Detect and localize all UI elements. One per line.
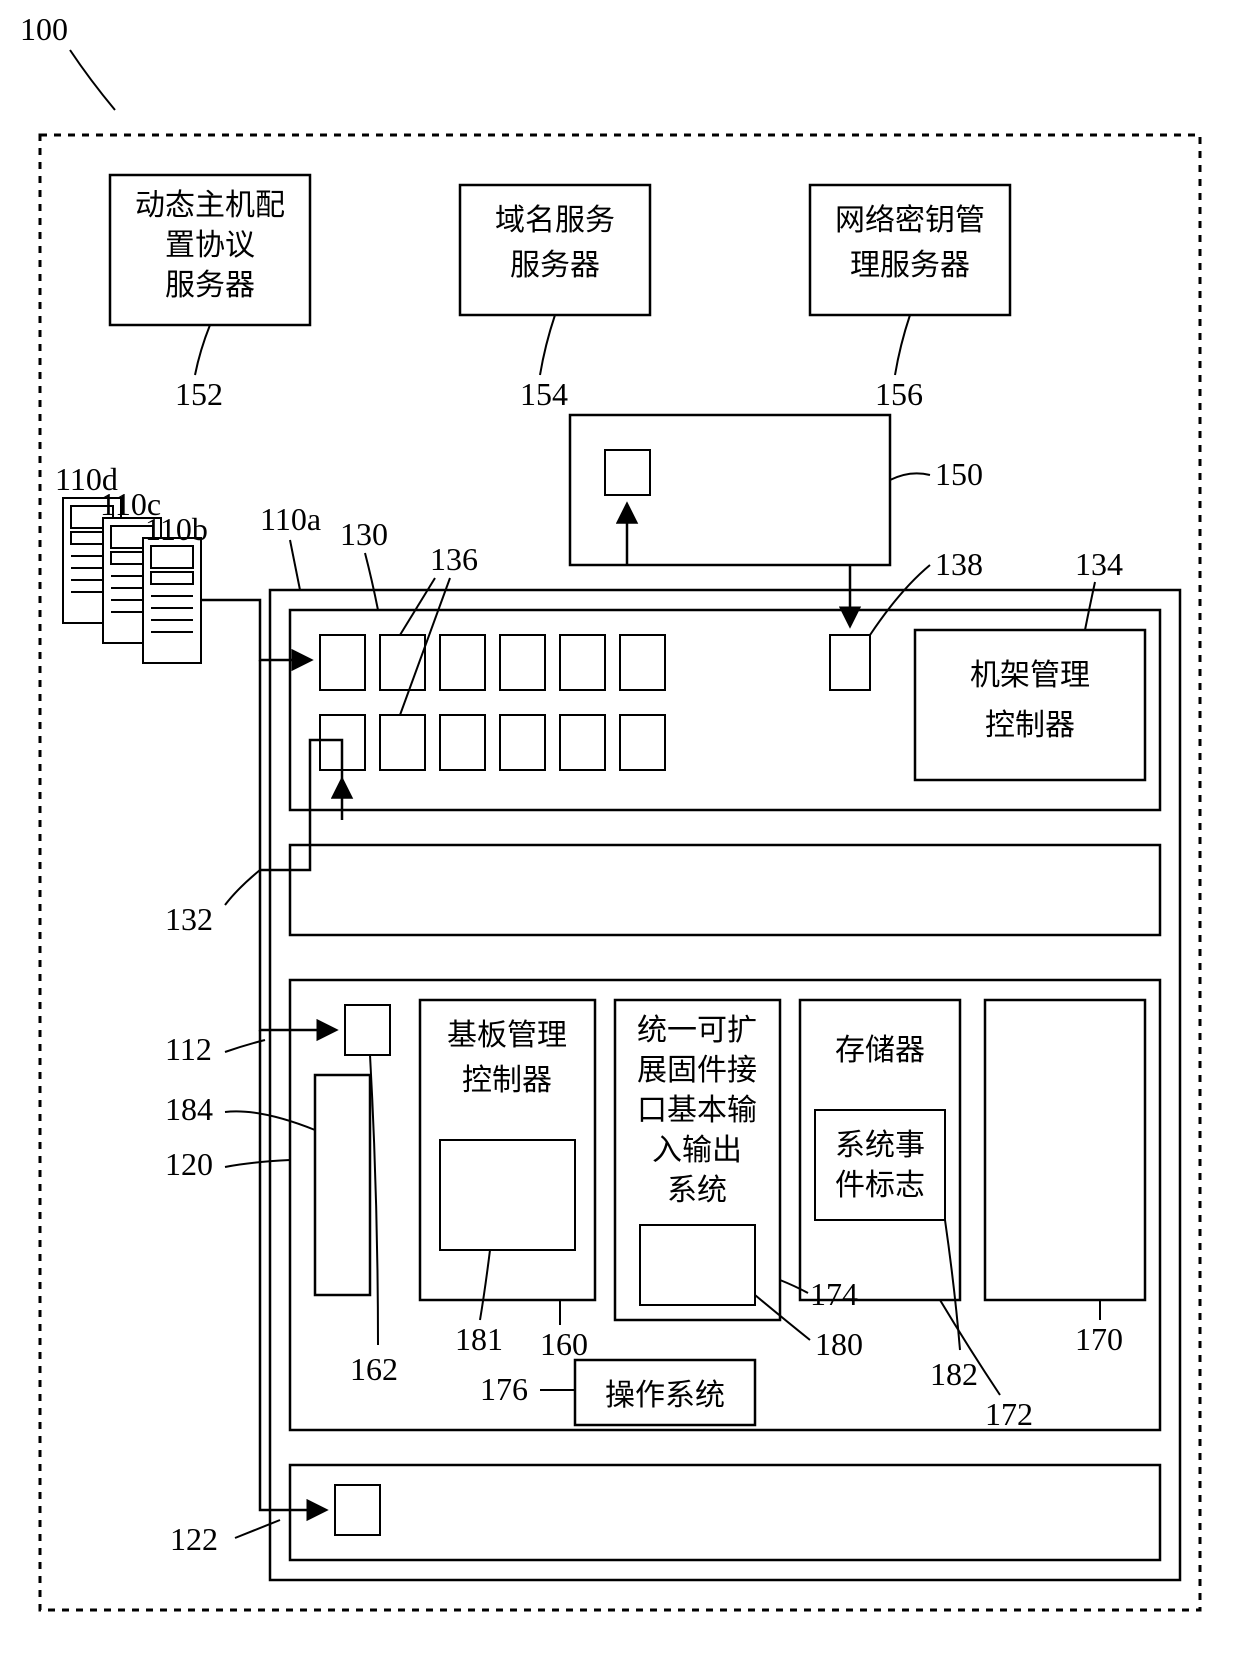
uefi-l2: 展固件接 xyxy=(637,1054,757,1087)
ref-110a: 110a xyxy=(260,501,321,537)
ref-154: 154 xyxy=(520,376,568,412)
ref-181: 181 xyxy=(455,1321,503,1357)
ref-112: 112 xyxy=(165,1031,212,1067)
lead-152 xyxy=(195,325,210,375)
ref-150: 150 xyxy=(935,456,983,492)
box-170 xyxy=(985,1000,1145,1300)
lead-150 xyxy=(890,473,930,480)
ref-120: 120 xyxy=(165,1146,213,1182)
ref-184: 184 xyxy=(165,1091,213,1127)
bmc-sub-181 xyxy=(440,1140,575,1250)
dhcp-l2: 置协议 xyxy=(165,229,255,262)
ref-172: 172 xyxy=(985,1396,1033,1432)
uefi-sub-180 xyxy=(640,1225,755,1305)
ref-132: 132 xyxy=(165,901,213,937)
diagram: 100 动态主机配 置协议 服务器 域名服务 服务器 网络密钥管 理服务器 15… xyxy=(0,0,1240,1663)
dns-l2: 服务器 xyxy=(510,249,600,282)
ref-180: 180 xyxy=(815,1326,863,1362)
ref-136: 136 xyxy=(430,541,478,577)
ref-160: 160 xyxy=(540,1326,588,1362)
ref-162: 162 xyxy=(350,1351,398,1387)
uefi-l3: 口基本输 xyxy=(637,1094,757,1127)
sel-box xyxy=(815,1110,945,1220)
rmc-l2: 控制器 xyxy=(985,709,1075,742)
uefi-l1: 统一可扩 xyxy=(637,1014,757,1047)
dhcp-l3: 服务器 xyxy=(165,269,255,302)
sel-l1: 系统事 xyxy=(835,1129,925,1162)
dhcp-l1: 动态主机配 xyxy=(135,189,285,222)
port-138 xyxy=(830,635,870,690)
monitor-port xyxy=(605,450,650,495)
slot-184 xyxy=(315,1075,370,1295)
bmc-l2: 控制器 xyxy=(462,1064,552,1097)
ref-156: 156 xyxy=(875,376,923,412)
nkm-l2: 理服务器 xyxy=(850,249,970,282)
uefi-l4: 入输出 xyxy=(652,1134,742,1167)
lead-110a xyxy=(290,540,300,590)
lead-156 xyxy=(895,315,910,375)
ref-130: 130 xyxy=(340,516,388,552)
ref-100-lead xyxy=(70,50,115,110)
rmc-box xyxy=(915,630,1145,780)
ref-138: 138 xyxy=(935,546,983,582)
os-l1: 操作系统 xyxy=(605,1379,725,1412)
bar-mid xyxy=(290,845,1160,935)
port-bottom xyxy=(335,1485,380,1535)
rmc-l1: 机架管理 xyxy=(970,659,1090,692)
sel-l2: 件标志 xyxy=(835,1169,925,1202)
nkm-l1: 网络密钥管 xyxy=(835,204,985,237)
dns-l1: 域名服务 xyxy=(495,204,615,237)
ref-122: 122 xyxy=(170,1521,218,1557)
port-162 xyxy=(345,1005,390,1055)
mem-l1: 存储器 xyxy=(835,1034,925,1067)
lead-132 xyxy=(225,870,260,905)
lead-154 xyxy=(540,315,555,375)
ref-100: 100 xyxy=(20,11,68,47)
ref-182: 182 xyxy=(930,1356,978,1392)
ref-110b: 110b xyxy=(145,511,208,547)
ref-134: 134 xyxy=(1075,546,1123,582)
ref-174: 174 xyxy=(810,1276,858,1312)
bar-122 xyxy=(290,1465,1160,1560)
uefi-l5: 系统 xyxy=(667,1174,727,1207)
bmc-l1: 基板管理 xyxy=(447,1019,567,1052)
ref-152: 152 xyxy=(175,376,223,412)
ref-176: 176 xyxy=(480,1371,528,1407)
ref-170: 170 xyxy=(1075,1321,1123,1357)
